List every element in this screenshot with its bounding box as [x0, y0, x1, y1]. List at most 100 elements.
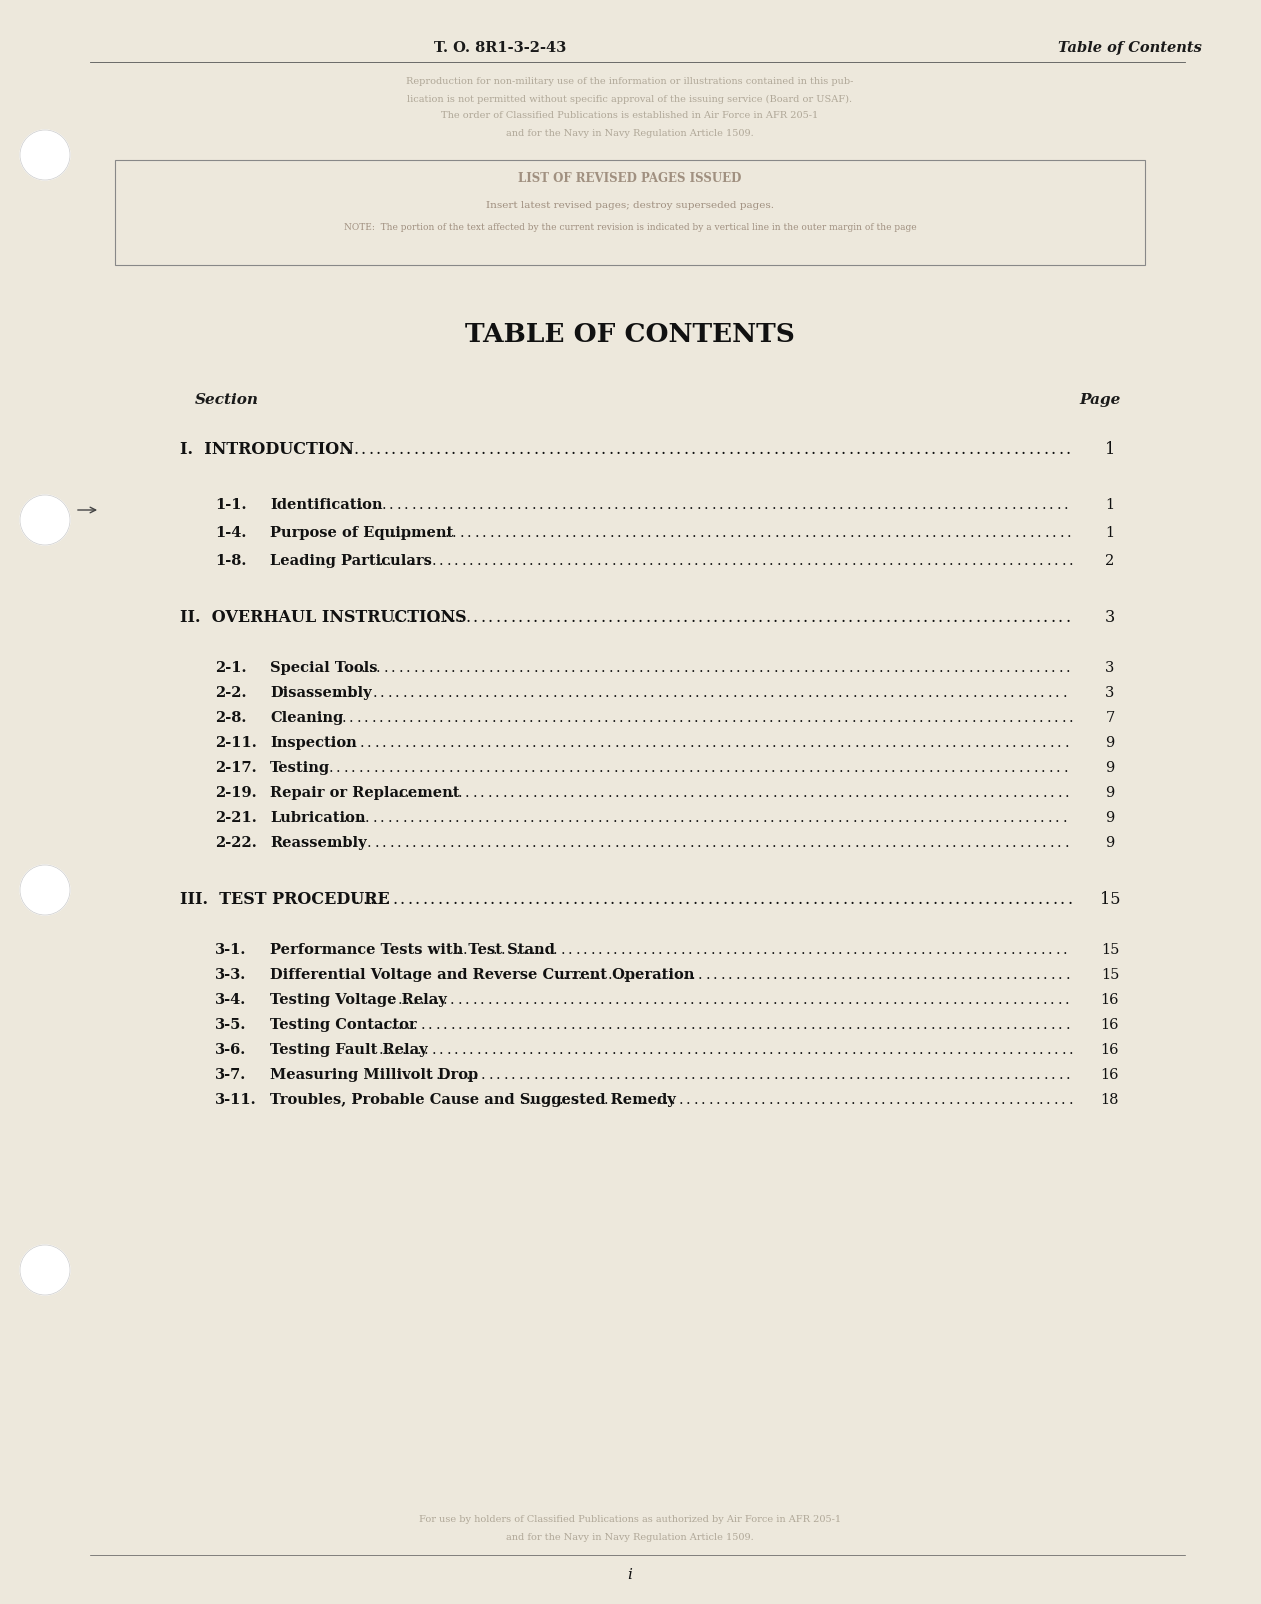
Text: .: .	[586, 661, 590, 675]
Text: .: .	[566, 1043, 571, 1057]
Text: .: .	[760, 1092, 765, 1107]
Text: .: .	[837, 812, 842, 824]
Text: .: .	[574, 1092, 578, 1107]
Text: .: .	[818, 661, 823, 675]
Text: .: .	[700, 892, 705, 908]
Text: .: .	[893, 993, 897, 1007]
Text: .: .	[928, 943, 932, 958]
Text: .: .	[765, 1068, 770, 1083]
Text: .: .	[773, 610, 778, 627]
Text: .: .	[671, 1092, 676, 1107]
Text: .: .	[734, 497, 739, 512]
Text: .: .	[518, 441, 523, 459]
Text: .: .	[968, 1019, 972, 1031]
Text: .: .	[560, 943, 565, 958]
Text: .: .	[763, 687, 767, 699]
Text: .: .	[783, 1092, 788, 1107]
Text: .: .	[820, 526, 823, 541]
Text: .: .	[749, 836, 754, 850]
Text: .: .	[1013, 1019, 1018, 1031]
Text: .: .	[526, 1019, 530, 1031]
Text: .: .	[644, 993, 649, 1007]
Text: .: .	[817, 836, 822, 850]
Text: .: .	[1040, 943, 1045, 958]
Text: .: .	[929, 736, 934, 751]
Text: .: .	[541, 661, 546, 675]
Text: .: .	[726, 760, 730, 775]
Text: .: .	[1004, 760, 1008, 775]
Text: .: .	[651, 812, 654, 824]
Text: .: .	[728, 993, 731, 1007]
Text: .: .	[944, 497, 948, 512]
Text: .: .	[793, 760, 798, 775]
Text: .: .	[736, 661, 740, 675]
Text: .: .	[1016, 1043, 1021, 1057]
Text: .: .	[924, 526, 929, 541]
Text: .: .	[999, 661, 1002, 675]
Text: .: .	[791, 1043, 796, 1057]
Text: .: .	[692, 526, 696, 541]
Text: .: .	[494, 786, 499, 800]
Text: .: .	[735, 736, 739, 751]
Text: .: .	[952, 736, 957, 751]
Text: .: .	[811, 610, 816, 627]
Text: .: .	[758, 661, 763, 675]
Text: .: .	[971, 553, 976, 568]
Text: .: .	[547, 736, 552, 751]
Text: .: .	[673, 497, 678, 512]
Text: .: .	[512, 526, 516, 541]
Text: .: .	[773, 441, 778, 459]
Text: .: .	[1005, 967, 1010, 982]
Text: .: .	[330, 441, 335, 459]
Text: .: .	[826, 661, 831, 675]
Text: LIST OF REVISED PAGES ISSUED: LIST OF REVISED PAGES ISSUED	[518, 172, 741, 184]
Text: .: .	[845, 687, 850, 699]
Text: .: .	[736, 1068, 740, 1083]
Text: .: .	[479, 836, 484, 850]
Text: .: .	[961, 1019, 965, 1031]
Text: .: .	[673, 760, 678, 775]
Text: .: .	[786, 760, 791, 775]
Text: .: .	[570, 967, 575, 982]
Text: .: .	[752, 1068, 755, 1083]
Text: .: .	[840, 1019, 845, 1031]
Text: .: .	[555, 993, 560, 1007]
Text: .: .	[743, 967, 748, 982]
Text: .: .	[485, 687, 489, 699]
Text: .: .	[601, 892, 608, 908]
Text: .: .	[810, 993, 815, 1007]
Text: .: .	[754, 1043, 758, 1057]
Text: .: .	[798, 1092, 803, 1107]
Text: .: .	[430, 892, 435, 908]
Text: .: .	[805, 892, 810, 908]
Text: .: .	[745, 1092, 750, 1107]
Text: .: .	[691, 1068, 696, 1083]
Text: .: .	[417, 812, 422, 824]
Text: .: .	[752, 661, 755, 675]
Text: .: .	[892, 736, 897, 751]
Text: 2-8.: 2-8.	[214, 711, 246, 725]
Text: .: .	[522, 943, 527, 958]
Text: .: .	[549, 1068, 554, 1083]
Text: .: .	[817, 993, 822, 1007]
Text: .: .	[470, 687, 474, 699]
Text: .: .	[1029, 661, 1033, 675]
Text: .: .	[562, 967, 567, 982]
Text: .: .	[794, 836, 799, 850]
Text: .: .	[668, 967, 672, 982]
Text: .: .	[773, 1019, 778, 1031]
Text: .: .	[893, 786, 897, 800]
Text: .: .	[905, 812, 909, 824]
Text: .: .	[878, 736, 881, 751]
Text: .: .	[836, 1043, 841, 1057]
Text: .: .	[995, 943, 1000, 958]
Text: .: .	[538, 497, 543, 512]
Text: 15: 15	[1100, 892, 1120, 908]
Text: .: .	[904, 1043, 908, 1057]
Text: .: .	[678, 1043, 683, 1057]
Text: .: .	[836, 711, 841, 725]
Text: .: .	[788, 1019, 792, 1031]
Text: .: .	[781, 1068, 786, 1083]
Text: .: .	[863, 836, 866, 850]
Text: .: .	[1026, 497, 1031, 512]
